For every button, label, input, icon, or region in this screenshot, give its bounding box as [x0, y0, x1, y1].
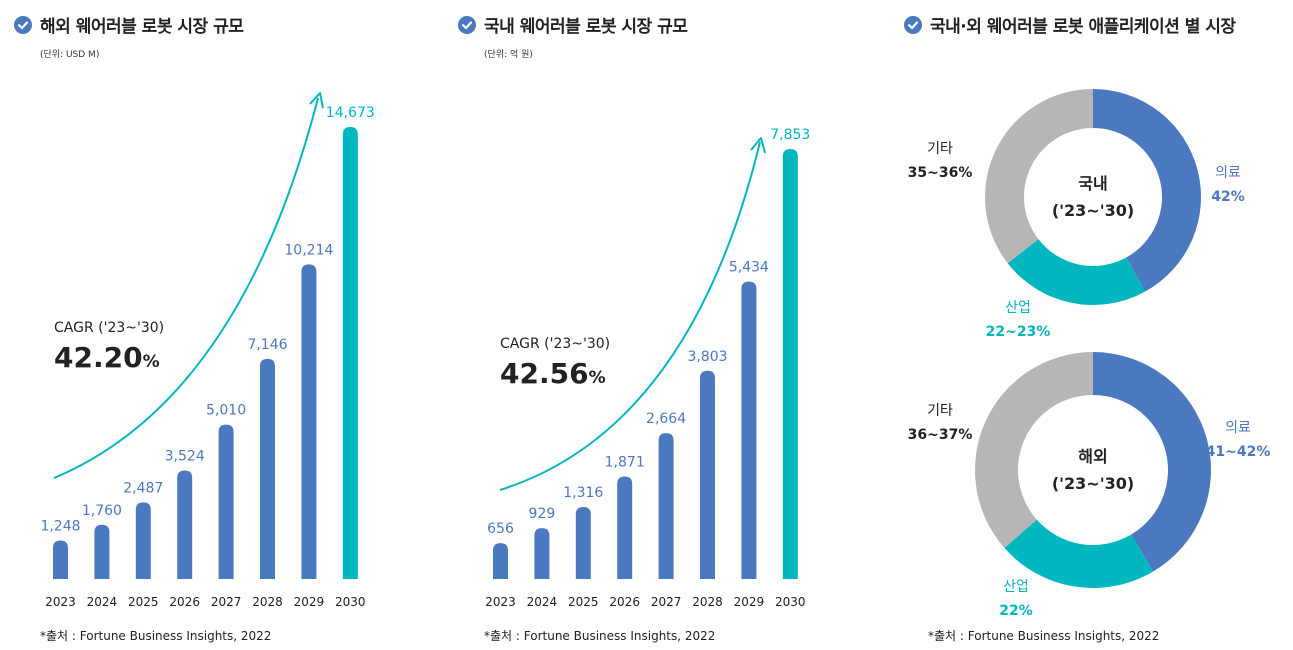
- unit-label: (단위: USD M): [40, 50, 100, 60]
- x-tick-label: 2028: [252, 595, 283, 609]
- bar-2023: [53, 540, 68, 579]
- slice-label: 의료: [1215, 165, 1241, 181]
- slice-label: 기타: [927, 141, 953, 157]
- bar-value-label: 5,010: [206, 403, 246, 419]
- cagr-value: 42.20%: [54, 341, 160, 374]
- bar-value-label: 5,434: [729, 259, 769, 275]
- bar-2023: [493, 543, 508, 579]
- slice-value-label: 22%: [999, 603, 1033, 619]
- bar-2025: [575, 506, 591, 579]
- bar-2027: [218, 424, 234, 579]
- check-circle-icon: [904, 15, 922, 34]
- slice-value-label: 36~37%: [908, 427, 973, 443]
- x-tick-label: 2023: [45, 595, 76, 609]
- bar-2030: [342, 127, 358, 579]
- chart-title: 국내·외 웨어러블 로봇 애플리케이션 별 시장: [930, 17, 1236, 37]
- domestic-header: 국내 웨어러블 로봇 시장 규모: [458, 12, 688, 37]
- source-note: *출처 : Fortune Business Insights, 2022: [928, 629, 1160, 643]
- donut-center-title: 해외: [1078, 447, 1107, 466]
- growth-arrow-head-icon: [309, 92, 324, 109]
- chart-title: 해외 웨어러블 로봇 시장 규모: [40, 17, 244, 37]
- bar-2030: [782, 149, 798, 579]
- slice-value-label: 35~36%: [908, 165, 973, 181]
- bar-value-label: 656: [487, 521, 514, 537]
- overseas-market-panel: 해외 웨어러블 로봇 시장 규모 (단위: USD M) CAGR ('23~'…: [0, 0, 440, 650]
- source-note: *출처 : Fortune Business Insights, 2022: [484, 629, 716, 643]
- cagr-label: CAGR ('23~'30): [500, 336, 610, 352]
- bar-value-label: 7,853: [770, 127, 810, 143]
- x-tick-label: 2028: [692, 595, 723, 609]
- bar-value-label: 1,316: [563, 485, 603, 501]
- bar-2026: [177, 470, 193, 579]
- bar-value-label: 14,673: [326, 105, 375, 121]
- x-tick-label: 2027: [211, 595, 242, 609]
- x-tick-label: 2024: [527, 595, 558, 609]
- x-tick-label: 2024: [87, 595, 118, 609]
- bar-value-label: 3,803: [687, 349, 727, 365]
- x-tick-label: 2029: [294, 595, 325, 609]
- donut-slice-industrial: [1004, 519, 1154, 588]
- slice-label: 산업: [1005, 300, 1031, 316]
- x-tick-label: 2027: [651, 595, 682, 609]
- donut-slice-medical: [1093, 352, 1211, 572]
- x-tick-label: 2030: [775, 595, 806, 609]
- cagr-value: 42.56%: [500, 357, 606, 390]
- bar-2026: [617, 476, 633, 579]
- x-tick-label: 2023: [485, 595, 516, 609]
- bar-2028: [260, 358, 275, 579]
- cagr-label: CAGR ('23~'30): [54, 320, 164, 336]
- bar-2028: [700, 370, 715, 579]
- slice-label: 기타: [927, 403, 953, 419]
- overseas-header: 해외 웨어러블 로봇 시장 규모: [14, 12, 244, 37]
- bar-value-label: 10,214: [284, 242, 333, 258]
- bar-value-label: 1,760: [82, 503, 122, 519]
- bar-2024: [94, 524, 110, 579]
- check-circle-icon: [458, 15, 476, 34]
- unit-label: (단위: 억 원): [484, 50, 533, 60]
- donut-center-period: ('23~'30): [1052, 201, 1134, 220]
- slice-label: 의료: [1225, 420, 1251, 436]
- applications-panel: 국내·외 웨어러블 로봇 애플리케이션 별 시장 국내 ('23~'30) 의료 42…: [890, 0, 1293, 650]
- bar-value-label: 929: [529, 506, 556, 522]
- domestic-bar-chart: CAGR ('23~'30) 42.56% 656 2023 929 2024 1,31…: [485, 127, 810, 609]
- growth-arrow-head-icon: [750, 137, 766, 154]
- bar-2027: [658, 433, 674, 579]
- bar-value-label: 2,487: [123, 480, 163, 496]
- bar-value-label: 2,664: [646, 411, 686, 427]
- bar-value-label: 3,524: [165, 448, 205, 464]
- bar-2025: [135, 502, 151, 579]
- donut-center-title: 국내: [1078, 174, 1107, 193]
- x-tick-label: 2030: [335, 595, 366, 609]
- donut-slice-other: [985, 89, 1093, 264]
- slice-value-label: 41~42%: [1206, 444, 1271, 460]
- x-tick-label: 2025: [568, 595, 599, 609]
- donut-slice-other: [975, 352, 1093, 549]
- donut-slice-industrial: [1007, 239, 1146, 305]
- check-circle-icon: [14, 15, 32, 34]
- bar-2024: [534, 528, 550, 579]
- slice-label: 산업: [1003, 579, 1029, 595]
- x-tick-label: 2026: [169, 595, 200, 609]
- growth-arrow-line: [53, 97, 319, 479]
- growth-arrow-line: [499, 141, 761, 491]
- donut-slice-medical: [1093, 89, 1201, 292]
- slice-value-label: 42%: [1211, 189, 1245, 205]
- x-tick-label: 2025: [128, 595, 159, 609]
- chart-title: 국내 웨어러블 로봇 시장 규모: [484, 17, 688, 37]
- applications-donut-charts: 국내 ('23~'30) 의료 42% 산업 22~23% 기타 35~36% 해외 ('23~'…: [908, 89, 1271, 619]
- donut-center-period: ('23~'30): [1052, 474, 1134, 493]
- domestic-market-panel: 국내 웨어러블 로봇 시장 규모 (단위: 억 원) CAGR ('23~'30…: [440, 0, 890, 650]
- applications-header: 국내·외 웨어러블 로봇 애플리케이션 별 시장: [904, 12, 1236, 37]
- x-tick-label: 2029: [734, 595, 765, 609]
- source-note: *출처 : Fortune Business Insights, 2022: [40, 629, 272, 643]
- bar-2029: [741, 281, 757, 579]
- bar-2029: [301, 264, 317, 579]
- bar-value-label: 1,248: [40, 519, 80, 535]
- bar-value-label: 1,871: [605, 455, 645, 471]
- bar-value-label: 7,146: [247, 337, 287, 353]
- slice-value-label: 22~23%: [986, 324, 1051, 340]
- overseas-bar-chart: CAGR ('23~'30) 42.20% 1,248 2023 1,760 2024…: [40, 92, 375, 609]
- x-tick-label: 2026: [609, 595, 640, 609]
